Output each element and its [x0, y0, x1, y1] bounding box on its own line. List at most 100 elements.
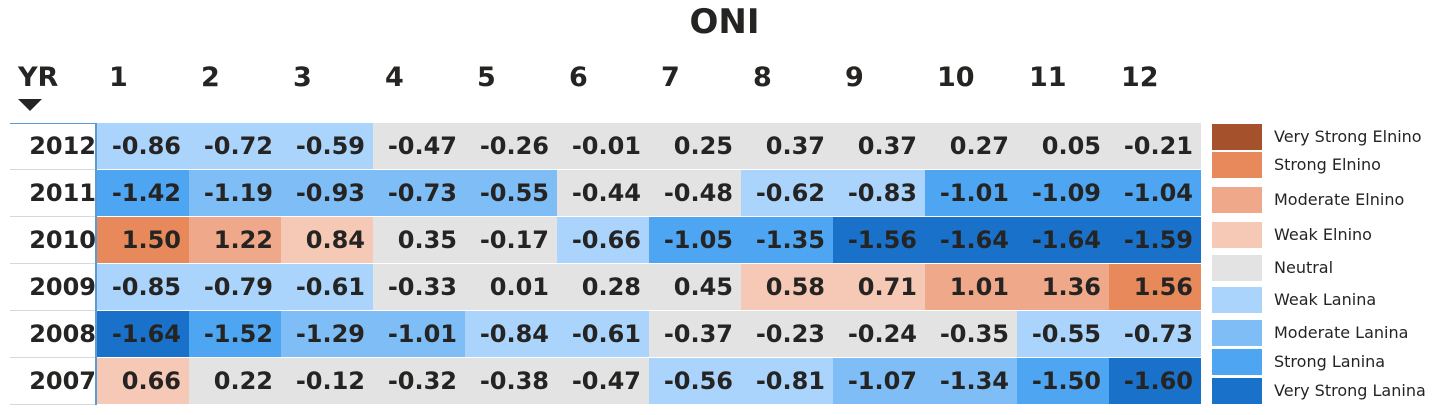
value-cell[interactable]: 0.71: [833, 264, 925, 310]
sort-descending-icon[interactable]: [18, 99, 42, 111]
value-cell[interactable]: -0.73: [373, 170, 465, 216]
month-header-6[interactable]: 6: [569, 62, 588, 93]
month-header-1[interactable]: 1: [109, 62, 128, 93]
value-cell[interactable]: 1.22: [189, 217, 281, 263]
legend-label: Strong Elnino: [1274, 155, 1381, 174]
value-cell[interactable]: -1.01: [925, 170, 1017, 216]
value-cell[interactable]: 0.58: [741, 264, 833, 310]
value-cell[interactable]: 0.22: [189, 358, 281, 404]
value-cell[interactable]: -0.37: [649, 311, 741, 357]
value-cell[interactable]: -1.64: [1017, 217, 1109, 263]
value-cell[interactable]: -0.38: [465, 358, 557, 404]
value-cell[interactable]: 0.66: [97, 358, 189, 404]
value-cell[interactable]: -1.42: [97, 170, 189, 216]
value-cell[interactable]: -0.62: [741, 170, 833, 216]
value-cell[interactable]: -0.47: [557, 358, 649, 404]
value-cell[interactable]: -0.47: [373, 123, 465, 169]
value-cell[interactable]: -1.59: [1109, 217, 1201, 263]
value-cell[interactable]: -1.19: [189, 170, 281, 216]
value-cell[interactable]: -1.09: [1017, 170, 1109, 216]
month-header-4[interactable]: 4: [385, 62, 404, 93]
value-cell[interactable]: -0.72: [189, 123, 281, 169]
month-header-9[interactable]: 9: [845, 62, 864, 93]
value-cell[interactable]: 0.45: [649, 264, 741, 310]
value-cell[interactable]: 0.84: [281, 217, 373, 263]
value-cell[interactable]: -0.83: [833, 170, 925, 216]
value-cell[interactable]: -1.64: [97, 311, 189, 357]
value-cell[interactable]: -1.64: [925, 217, 1017, 263]
value-cell[interactable]: -1.04: [1109, 170, 1201, 216]
value-cell[interactable]: -1.29: [281, 311, 373, 357]
value-cell[interactable]: -1.56: [833, 217, 925, 263]
value-cell[interactable]: 1.50: [97, 217, 189, 263]
value-cell[interactable]: -0.23: [741, 311, 833, 357]
value-cell[interactable]: -0.21: [1109, 123, 1201, 169]
month-header-7[interactable]: 7: [661, 62, 680, 93]
value-cell[interactable]: 0.25: [649, 123, 741, 169]
value-cell[interactable]: -0.12: [281, 358, 373, 404]
value-cell[interactable]: 0.37: [833, 123, 925, 169]
value-cell[interactable]: 1.01: [925, 264, 1017, 310]
value-cell[interactable]: -0.55: [1017, 311, 1109, 357]
value-cell[interactable]: -0.24: [833, 311, 925, 357]
value-cell[interactable]: -0.85: [97, 264, 189, 310]
value-cell[interactable]: -0.35: [925, 311, 1017, 357]
value-cell[interactable]: 0.28: [557, 264, 649, 310]
table-row[interactable]: 2011 -1.42 -1.19 -0.93 -0.73 -0.55 -0.44 -0.48-…: [10, 170, 1201, 216]
month-header-8[interactable]: 8: [753, 62, 772, 93]
value-cell[interactable]: -0.86: [97, 123, 189, 169]
value-cell[interactable]: 1.56: [1109, 264, 1201, 310]
table-row[interactable]: 2012 -0.86 -0.72 -0.59 -0.47 -0.26 -0.01 0.25 0.…: [10, 123, 1201, 169]
table-row[interactable]: 2010 1.50 1.22 0.84 0.35 -0.17 -0.66 -1.05 -1.35…: [10, 217, 1201, 263]
value-cell[interactable]: 0.27: [925, 123, 1017, 169]
value-cell[interactable]: -0.93: [281, 170, 373, 216]
value-cell[interactable]: -1.50: [1017, 358, 1109, 404]
table-row[interactable]: 2009 -0.85 -0.79 -0.61 -0.33 0.01 0.28 0.45 0.58…: [10, 264, 1201, 310]
value-cell[interactable]: -0.55: [465, 170, 557, 216]
value-cell[interactable]: -0.66: [557, 217, 649, 263]
value-cell[interactable]: -1.05: [649, 217, 741, 263]
value-cell[interactable]: -0.59: [281, 123, 373, 169]
month-header-10[interactable]: 10: [937, 62, 975, 93]
value-cell[interactable]: -1.07: [833, 358, 925, 404]
value-cell[interactable]: -0.33: [373, 264, 465, 310]
value-cell[interactable]: -1.35: [741, 217, 833, 263]
value-cell[interactable]: -0.48: [649, 170, 741, 216]
table-row[interactable]: 2008 -1.64 -1.52 -1.29 -1.01 -0.84 -0.61 -0.37-…: [10, 311, 1201, 357]
value-cell[interactable]: 0.35: [373, 217, 465, 263]
value-cell[interactable]: -0.44: [557, 170, 649, 216]
year-column-header[interactable]: YR: [18, 62, 59, 93]
value-cell[interactable]: -0.17: [465, 217, 557, 263]
table-row[interactable]: 2007 0.66 0.22 -0.12 -0.32 -0.38 -0.47 -0.56 -0.…: [10, 358, 1201, 404]
legend-label: Weak Lanina: [1274, 290, 1377, 309]
value-cell[interactable]: 1.36: [1017, 264, 1109, 310]
value-cell[interactable]: -1.34: [925, 358, 1017, 404]
month-header-12[interactable]: 12: [1121, 62, 1159, 93]
month-header-5[interactable]: 5: [477, 62, 496, 93]
legend-swatch: [1212, 287, 1262, 313]
value-cell[interactable]: -0.73: [1109, 311, 1201, 357]
value-cell[interactable]: -0.61: [557, 311, 649, 357]
value-cell[interactable]: 0.01: [465, 264, 557, 310]
value-cell[interactable]: 0.05: [1017, 123, 1109, 169]
value-cell[interactable]: 0.37: [741, 123, 833, 169]
value-cell[interactable]: -0.81: [741, 358, 833, 404]
value-cell[interactable]: -1.60: [1109, 358, 1201, 404]
month-header-3[interactable]: 3: [293, 62, 312, 93]
value-cell[interactable]: -0.61: [281, 264, 373, 310]
value-cell[interactable]: -1.52: [189, 311, 281, 357]
value-cell[interactable]: -0.84: [465, 311, 557, 357]
value-cell[interactable]: -0.26: [465, 123, 557, 169]
value-cell[interactable]: -0.01: [557, 123, 649, 169]
row-divider: [10, 263, 97, 264]
value-cell[interactable]: -1.01: [373, 311, 465, 357]
legend-swatch: [1212, 152, 1262, 178]
row-divider: [10, 169, 97, 170]
value-cell[interactable]: -0.56: [649, 358, 741, 404]
month-header-2[interactable]: 2: [201, 62, 220, 93]
month-header-11[interactable]: 11: [1029, 62, 1067, 93]
value-cell[interactable]: -0.32: [373, 358, 465, 404]
year-cell: 2009: [29, 273, 96, 301]
value-cell[interactable]: -0.79: [189, 264, 281, 310]
legend-swatch: [1212, 349, 1262, 375]
